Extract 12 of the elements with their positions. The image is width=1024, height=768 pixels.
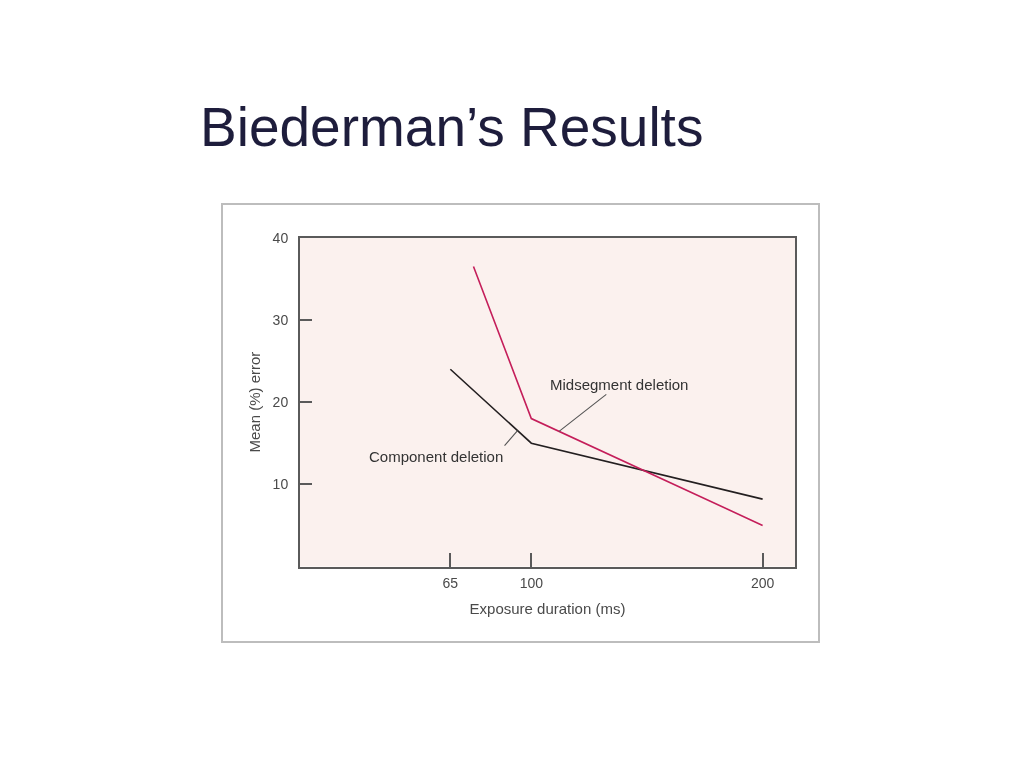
- chart-title: Biederman’s Results: [200, 96, 704, 159]
- x-tick-label: 100: [519, 575, 544, 592]
- x-axis-title: Exposure duration (ms): [469, 599, 626, 617]
- x-tick-label: 65: [442, 575, 459, 592]
- y-tick-label: 40: [272, 229, 289, 246]
- y-tick-label: 20: [272, 394, 289, 410]
- series-label: Component deletion: [369, 448, 504, 465]
- y-tick-label: 10: [272, 476, 289, 493]
- y-tick-label: 30: [272, 311, 289, 328]
- y-axis-title: Mean (%) error: [246, 351, 264, 453]
- x-tick-label: 200: [750, 575, 775, 592]
- series-label: Midsegment deletion: [550, 376, 689, 393]
